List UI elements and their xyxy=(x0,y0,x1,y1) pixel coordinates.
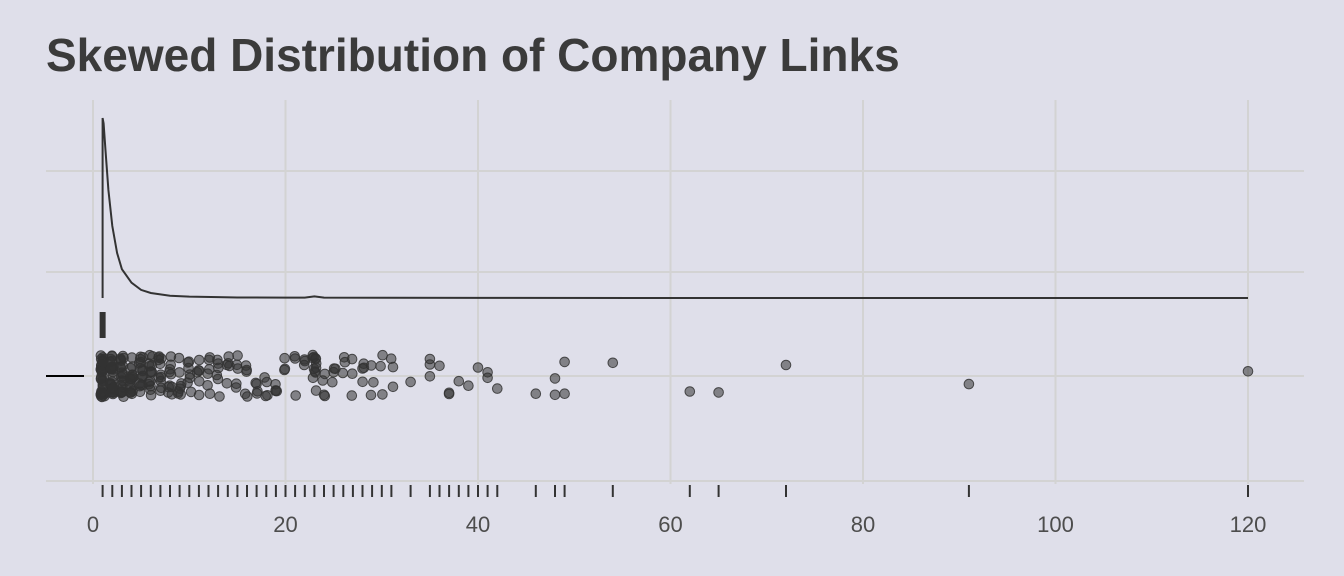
data-point xyxy=(1242,366,1254,377)
data-point xyxy=(290,390,302,401)
data-point xyxy=(559,356,570,368)
data-point xyxy=(202,368,213,380)
data-point xyxy=(472,362,484,373)
data-point xyxy=(127,370,138,381)
data-point xyxy=(163,381,174,393)
data-point xyxy=(251,388,263,399)
data-point xyxy=(368,377,379,388)
data-point xyxy=(191,367,203,378)
data-point xyxy=(231,378,242,390)
data-point xyxy=(212,373,224,385)
data-point xyxy=(106,362,117,374)
data-point xyxy=(530,388,542,400)
data-point xyxy=(96,366,108,378)
points-panel xyxy=(46,312,1254,403)
data-point xyxy=(153,354,164,366)
x-tick-label: 60 xyxy=(658,512,682,537)
grid-lines xyxy=(46,100,1304,484)
data-point xyxy=(183,356,195,368)
data-point xyxy=(405,376,416,388)
data-point xyxy=(193,389,205,401)
data-point xyxy=(357,376,368,388)
data-point xyxy=(346,353,358,365)
data-point xyxy=(347,368,358,380)
x-tick-label: 100 xyxy=(1037,512,1074,537)
data-point xyxy=(221,378,233,389)
density-panel xyxy=(101,117,1248,299)
data-point xyxy=(144,360,155,372)
x-tick-label: 0 xyxy=(87,512,99,537)
data-point xyxy=(377,389,388,400)
data-point xyxy=(134,353,146,365)
data-point xyxy=(202,380,213,391)
data-point xyxy=(289,353,301,364)
data-point xyxy=(125,387,136,398)
data-point xyxy=(424,371,436,382)
data-point xyxy=(193,354,205,366)
x-axis: 0 20 40 60 80 100 120 xyxy=(87,512,1266,537)
data-point xyxy=(310,362,322,374)
data-point xyxy=(387,361,399,373)
data-point xyxy=(173,352,185,364)
data-point xyxy=(424,353,436,365)
box-marker xyxy=(99,312,106,338)
data-point xyxy=(337,367,349,379)
data-point xyxy=(116,367,128,379)
data-point xyxy=(549,389,561,401)
data-point xyxy=(318,389,330,401)
data-point xyxy=(453,375,465,387)
data-point xyxy=(232,350,243,361)
x-tick-label: 120 xyxy=(1230,512,1267,537)
data-point xyxy=(434,360,445,372)
data-point xyxy=(117,350,129,362)
data-point xyxy=(346,390,358,401)
data-point xyxy=(607,357,619,369)
data-point xyxy=(684,386,696,397)
data-point xyxy=(443,388,455,400)
data-point xyxy=(155,375,166,387)
data-point xyxy=(375,360,386,372)
data-point xyxy=(482,372,493,384)
data-point xyxy=(559,388,570,400)
x-tick-label: 40 xyxy=(466,512,490,537)
data-point xyxy=(164,364,176,375)
data-point xyxy=(463,380,474,392)
data-point xyxy=(134,386,146,398)
chart-title: Skewed Distribution of Company Links xyxy=(46,29,900,81)
data-point xyxy=(307,372,319,384)
x-tick-label: 80 xyxy=(851,512,875,537)
rug-panel xyxy=(101,485,1249,497)
data-point xyxy=(317,375,329,386)
data-point xyxy=(492,383,503,394)
data-point xyxy=(328,363,340,374)
data-point xyxy=(242,391,253,402)
data-point xyxy=(279,352,290,364)
data-point xyxy=(713,387,724,398)
data-point xyxy=(182,377,193,389)
data-point xyxy=(214,391,225,402)
data-point xyxy=(241,364,252,376)
data-point xyxy=(144,349,155,361)
data-point xyxy=(173,386,184,398)
data-point xyxy=(327,376,338,388)
data-point xyxy=(366,360,377,371)
data-point xyxy=(549,373,561,384)
data-point xyxy=(279,363,291,375)
data-point xyxy=(365,389,377,401)
data-point xyxy=(387,381,399,393)
x-tick-label: 20 xyxy=(273,512,297,537)
density-curve xyxy=(101,117,1248,299)
data-point xyxy=(780,359,792,371)
data-point xyxy=(145,384,156,396)
data-point xyxy=(260,390,272,402)
data-point xyxy=(250,377,261,389)
data-point xyxy=(174,367,185,378)
data-point xyxy=(259,372,270,383)
data-point xyxy=(963,378,975,390)
data-point xyxy=(270,385,282,397)
data-point xyxy=(96,387,107,398)
